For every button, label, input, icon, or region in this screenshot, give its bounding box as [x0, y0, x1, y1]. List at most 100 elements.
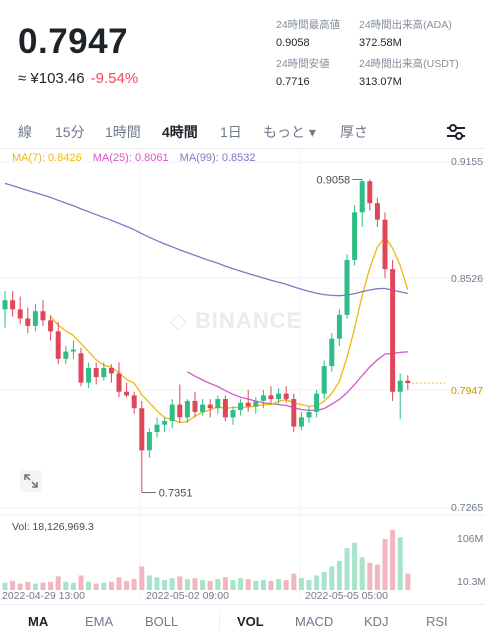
- candle-body: [200, 404, 206, 412]
- volume-bar: [32, 583, 38, 590]
- candle-body: [162, 421, 168, 425]
- volume-bar: [298, 578, 304, 590]
- volume-bar: [101, 582, 107, 590]
- candle-body: [245, 402, 251, 407]
- volume-bar: [184, 579, 190, 590]
- tab-boll[interactable]: BOLL: [145, 614, 179, 629]
- candle-body: [230, 410, 236, 418]
- volume-bar: [405, 573, 411, 590]
- timeframe-4h[interactable]: 4時間: [162, 124, 198, 140]
- candle-body: [63, 351, 69, 359]
- price-axis-label: 0.8526: [451, 273, 483, 285]
- candle-body: [306, 411, 312, 418]
- price-change-row: ≈ ¥103.46 -9.54%: [18, 70, 138, 87]
- candle-body: [222, 399, 228, 418]
- current-price: 0.7947: [18, 22, 129, 61]
- candle-body: [177, 404, 183, 418]
- volume-bar: [169, 578, 175, 590]
- timeframe-line[interactable]: 線: [18, 124, 32, 140]
- timeframe-bar: 線 15分 1時間 4時間 1日 もっと ▾ 厚さ: [0, 122, 485, 144]
- timeframe-15m[interactable]: 15分: [55, 124, 85, 140]
- candle-body: [329, 338, 335, 367]
- volume-bar: [215, 579, 221, 590]
- volume-bar: [63, 581, 69, 590]
- expand-icon[interactable]: [20, 470, 42, 492]
- candle-body: [352, 212, 358, 260]
- stat-label: 24時間出来高(ADA): [359, 19, 452, 31]
- volume-bar: [131, 579, 137, 590]
- volume-bar: [245, 579, 251, 590]
- volume-bar: [139, 566, 145, 590]
- candle-body: [78, 353, 84, 383]
- volume-bar: [200, 580, 206, 590]
- volume-bar: [124, 580, 130, 590]
- timeframe-1h[interactable]: 1時間: [105, 124, 141, 140]
- volume-bar: [397, 537, 403, 590]
- candle-body: [390, 269, 396, 392]
- tab-ma[interactable]: MA: [28, 614, 49, 629]
- volume-bar: [86, 581, 92, 590]
- volume-bar: [93, 583, 99, 590]
- candle-body: [215, 399, 221, 409]
- volume-bar: [230, 580, 236, 590]
- volume-bar: [78, 575, 84, 590]
- volume-bar: [359, 557, 365, 590]
- volume-bar: [321, 571, 327, 590]
- depth-tab[interactable]: 厚さ: [340, 124, 368, 140]
- candle-body: [154, 424, 160, 433]
- stat-value: 0.7716: [276, 76, 310, 88]
- volume-bar: [55, 576, 61, 590]
- volume-bar: [329, 566, 335, 590]
- timeframe-more-dropdown[interactable]: もっと ▾: [263, 124, 316, 140]
- ma99-legend: MA(99): 0.8532: [179, 152, 256, 164]
- candle-body: [321, 366, 327, 394]
- volume-bar: [367, 562, 373, 590]
- volume-bar: [382, 539, 388, 590]
- stat-24h-vol-quote: 24時間出来高(USDT) 313.07M: [359, 56, 459, 88]
- timeframe-1d[interactable]: 1日: [220, 124, 242, 140]
- candlestick-chart[interactable]: 0.9058 0.7351 0.9155 0.8526 0.7947 0.7265 106M…: [0, 150, 485, 640]
- tab-ema[interactable]: EMA: [85, 614, 114, 629]
- divider: [0, 148, 485, 149]
- candle-body: [70, 349, 76, 352]
- volume-bar: [283, 580, 289, 590]
- tab-rsi[interactable]: RSI: [426, 614, 448, 629]
- volume-bar: [70, 582, 76, 590]
- chart-settings-icon[interactable]: [444, 122, 468, 142]
- price-axis-label-current: 0.7947: [451, 385, 483, 397]
- candle-body: [314, 393, 320, 412]
- candle-body: [131, 395, 137, 409]
- stat-value: 0.9058: [276, 37, 310, 49]
- price-axis-label: 0.9155: [451, 156, 483, 168]
- candle-body: [139, 408, 145, 451]
- stat-value: 372.58M: [359, 37, 402, 49]
- candle-body: [40, 311, 46, 321]
- candle-body: [184, 400, 190, 418]
- tab-macd[interactable]: MACD: [295, 614, 334, 629]
- volume-bar: [344, 548, 350, 590]
- candle-body: [192, 400, 198, 412]
- volume-bar: [260, 580, 266, 590]
- ma25-legend: MA(25): 0.8061: [92, 152, 169, 164]
- ma7-line: [50, 236, 409, 424]
- candle-body: [86, 367, 92, 383]
- candle-body: [2, 300, 8, 310]
- tab-vol[interactable]: VOL: [237, 614, 264, 629]
- candle-body: [268, 395, 274, 400]
- volume-bar: [40, 582, 46, 590]
- volume-bar: [222, 577, 228, 590]
- candle-body: [374, 203, 380, 220]
- candle-body: [116, 373, 122, 392]
- stat-24h-vol-base: 24時間出来高(ADA) 372.58M: [359, 17, 452, 49]
- candle-body: [169, 404, 175, 422]
- candle-body: [207, 404, 213, 409]
- volume-bar: [336, 560, 342, 590]
- volume-label: Vol: 18,126,969.3: [12, 521, 94, 533]
- volume-axis-label: 106M: [457, 533, 483, 545]
- tab-kdj[interactable]: KDJ: [364, 614, 389, 629]
- percent-change: -9.54%: [90, 70, 139, 87]
- candle-body: [146, 432, 152, 451]
- volume-bar: [253, 580, 259, 590]
- volume-bar: [25, 581, 31, 590]
- stat-label: 24時間安値: [276, 58, 330, 70]
